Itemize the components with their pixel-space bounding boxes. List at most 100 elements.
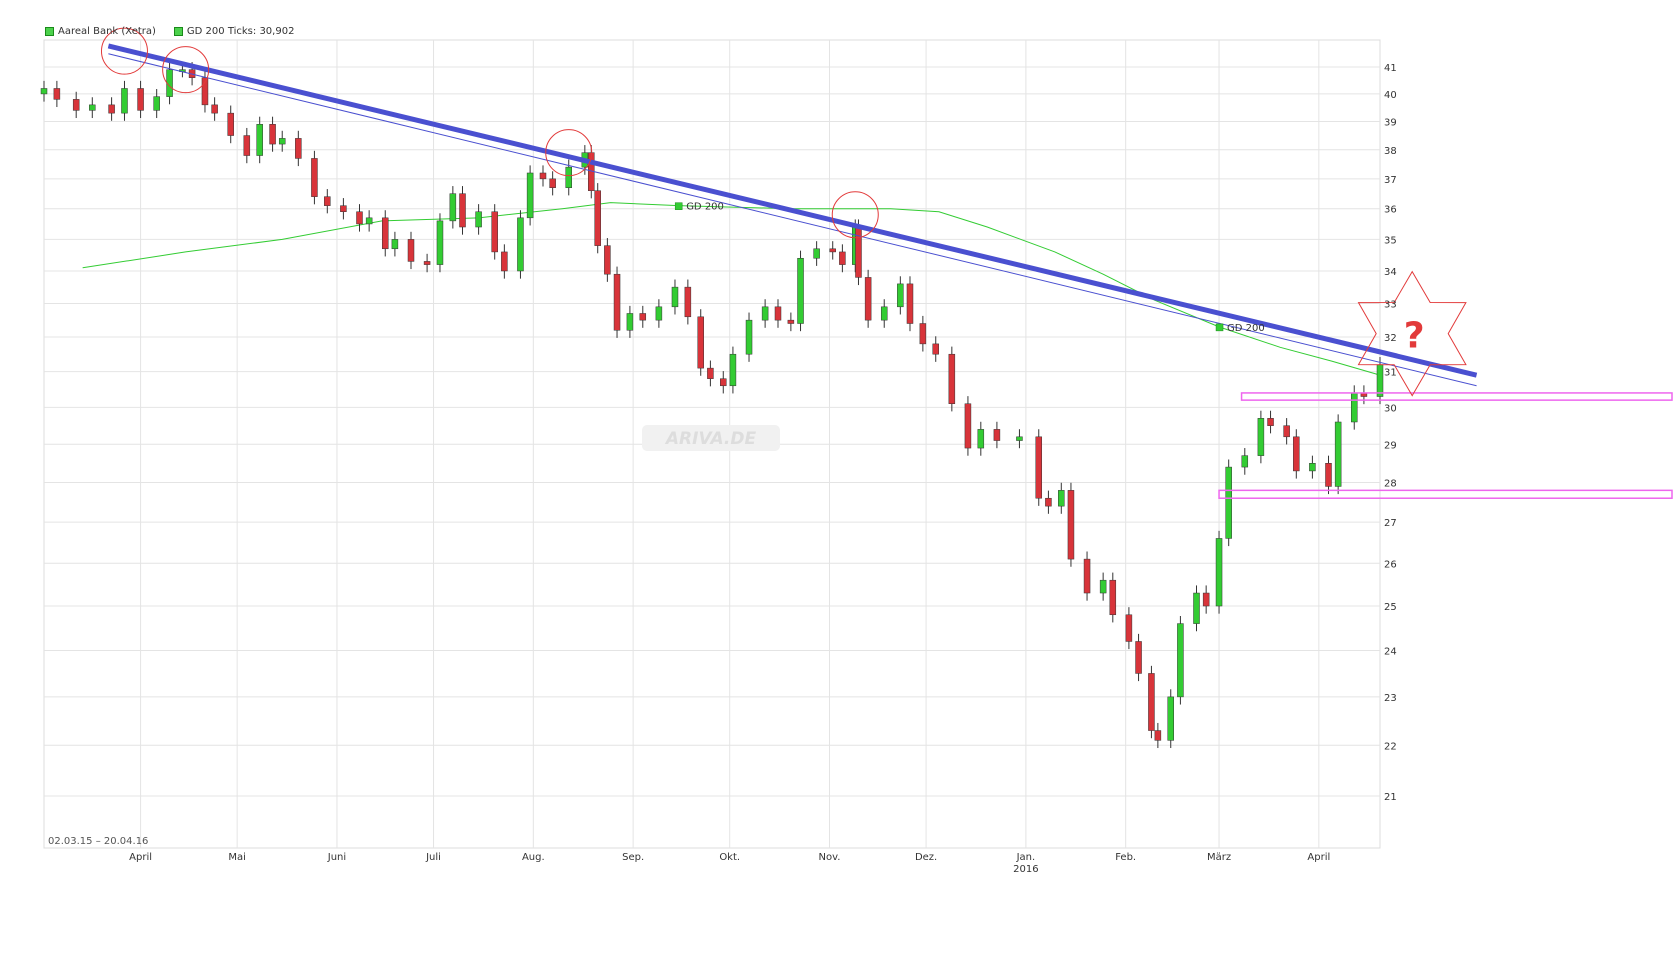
candle-body (227, 112, 234, 136)
candle-body (707, 367, 714, 379)
candle-body (839, 251, 846, 265)
candle-body (797, 257, 804, 324)
candle-body (356, 211, 363, 225)
y-tick-label: 33 (1384, 300, 1397, 311)
candle-body (774, 306, 782, 321)
candle-body (671, 286, 679, 308)
y-tick-label: 39 (1384, 117, 1397, 128)
candle-body (855, 226, 862, 278)
x-tick-label: Mai (228, 852, 246, 863)
question-mark: ? (1404, 316, 1425, 357)
ma-label-swatch (674, 202, 683, 210)
candle-body (1035, 436, 1043, 499)
candle-body (269, 124, 276, 145)
candle-body (1125, 614, 1133, 642)
watermark-text: ARIVA.DE (664, 429, 757, 449)
ma-label-swatch (1215, 323, 1224, 332)
candle-body (864, 277, 872, 321)
candle-body (526, 172, 534, 219)
y-tick-label: 32 (1384, 333, 1397, 344)
candle-body (1177, 623, 1184, 698)
y-tick-label: 29 (1384, 440, 1397, 451)
candle-body (311, 158, 318, 197)
candle-body (324, 196, 331, 206)
candle-body (1225, 466, 1232, 539)
candle-body (423, 261, 431, 265)
y-tick-label: 31 (1384, 368, 1397, 379)
y-tick-label: 35 (1384, 235, 1397, 246)
y-tick-label: 41 (1384, 63, 1397, 74)
x-tick-label: Okt. (719, 852, 740, 863)
candle-body (1350, 392, 1358, 423)
legend-instrument-label: Aareal Bank (Xetra) (58, 26, 156, 37)
candle-body (1257, 418, 1265, 456)
legend-item-indicator[interactable]: GD 200 Ticks: 30,902 (173, 26, 295, 37)
candle-body (1202, 592, 1210, 607)
candle-body (243, 135, 251, 156)
candle-body (539, 172, 547, 180)
x-tick-label: Aug. (522, 852, 545, 863)
x-tick-label: Jan. (1016, 852, 1036, 863)
touch-point-circles (100, 27, 879, 239)
ma-label-text: GD 200 (1227, 323, 1265, 334)
candle-body (813, 248, 820, 259)
support-zone (1240, 392, 1673, 401)
y-tick-label: 24 (1384, 647, 1397, 658)
chart-grid (43, 39, 1381, 849)
candle-body (906, 283, 914, 324)
candle-body (491, 211, 498, 253)
y-tick-label: 27 (1384, 518, 1397, 529)
candle-body (897, 283, 904, 308)
candle-body (475, 211, 482, 228)
candle-body (407, 239, 415, 262)
candle-body (1376, 364, 1384, 397)
candle-body (565, 166, 572, 188)
x-tick-sublabel: 2016 (1013, 864, 1038, 875)
candle-body (745, 319, 753, 355)
candle-body (449, 193, 457, 222)
candle-body (40, 88, 48, 95)
x-tick-label: Juli (425, 852, 441, 863)
x-tick-label: April (1307, 852, 1330, 863)
candle-body (880, 306, 888, 321)
candle-body (761, 306, 769, 321)
candle-body (72, 99, 80, 111)
candle-body (459, 193, 466, 228)
candle-body (256, 124, 263, 156)
y-tick-label: 26 (1384, 559, 1397, 570)
candle-body (787, 319, 795, 324)
candle-body (53, 88, 61, 100)
candle-body (932, 343, 939, 355)
candle-body (340, 205, 347, 212)
candle-body (436, 220, 444, 265)
trendline-thin (108, 53, 1477, 387)
candle-body (720, 378, 727, 387)
candle-body (137, 88, 144, 111)
touch-point-circle (100, 27, 148, 75)
y-tick-label: 30 (1384, 403, 1397, 414)
touch-point-circle (831, 191, 879, 239)
question-star: ? (1357, 270, 1467, 397)
candle-body (1109, 579, 1117, 616)
y-tick-label: 23 (1384, 693, 1397, 704)
candle-body (919, 323, 927, 345)
star-shape (1357, 270, 1467, 397)
candle-body (1067, 490, 1075, 560)
ma-labels: GD 200 GD 200 (674, 202, 1265, 334)
candle-body (613, 273, 621, 331)
watermark-box (642, 425, 780, 451)
candle-body (594, 190, 601, 246)
y-tick-label: 36 (1384, 205, 1397, 216)
legend-indicator-label: GD 200 Ticks: 30,902 (186, 26, 295, 37)
candle-body (1293, 436, 1300, 472)
candle-body (655, 306, 663, 321)
candle-body (639, 313, 647, 321)
y-tick-label: 37 (1384, 175, 1397, 186)
y-tick-label: 22 (1384, 741, 1397, 752)
candle-body (211, 104, 218, 114)
y-tick-label: 21 (1384, 792, 1397, 803)
legend-item-instrument[interactable]: Aareal Bank (Xetra) (45, 26, 156, 37)
candle-body (1045, 497, 1052, 507)
y-tick-label: 40 (1384, 90, 1397, 101)
candle-body (604, 245, 611, 275)
